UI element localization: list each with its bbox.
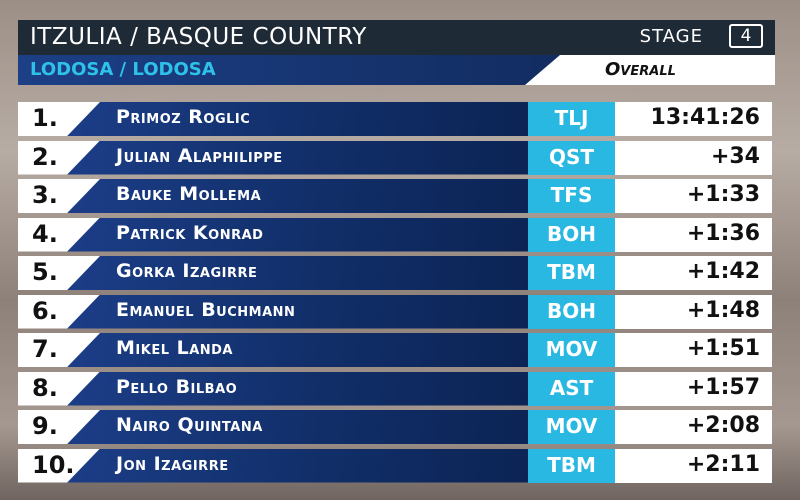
team-code: MOV xyxy=(528,333,615,367)
title: ITZULIA / BASQUE COUNTRY xyxy=(30,24,367,50)
time-gap: +34 xyxy=(615,140,772,175)
time-gap: 13:41:26 xyxy=(615,102,772,136)
team-code: MOV xyxy=(528,410,615,444)
classification: Overall xyxy=(605,59,676,80)
time-gap: +1:42 xyxy=(615,256,772,290)
team-code: AST xyxy=(528,371,615,406)
team-code: TBM xyxy=(528,448,615,483)
rider-name: Nairo Quintana xyxy=(50,410,528,444)
team-code: TFS xyxy=(528,179,615,213)
rider-name: Pello Bilbao xyxy=(50,371,528,406)
rider-name: Patrick Konrad xyxy=(50,217,528,252)
team-code: BOH xyxy=(528,217,615,252)
stage-label: STAGE xyxy=(639,26,703,47)
team-code: BOH xyxy=(528,294,615,329)
header-bar: ITZULIA / BASQUE COUNTRY STAGE 4 xyxy=(18,20,775,55)
classification-tab: Overall xyxy=(525,55,775,85)
rider-name: Bauke Mollema xyxy=(50,179,528,213)
rider-name: Primoz Roglic xyxy=(50,102,528,136)
rank: 9. xyxy=(18,410,100,444)
time-gap: +1:51 xyxy=(615,333,772,367)
team-code: TBM xyxy=(528,256,615,290)
time-gap: +2:11 xyxy=(615,448,772,483)
time-gap: +1:36 xyxy=(615,217,772,252)
time-gap: +1:33 xyxy=(615,179,772,213)
team-code: TLJ xyxy=(528,102,615,136)
time-gap: +1:48 xyxy=(615,294,772,329)
stage-number: 4 xyxy=(729,24,763,48)
rank: 1. xyxy=(18,102,100,136)
rider-name: Mikel Landa xyxy=(50,333,528,367)
subtitle: LODOSA / LODOSA xyxy=(30,59,216,80)
rider-name: Gorka Izagirre xyxy=(50,256,528,290)
rider-name: Emanuel Buchmann xyxy=(50,294,528,329)
rider-name: Julian Alaphilippe xyxy=(50,140,528,175)
subtitle-bar: LODOSA / LODOSA Overall xyxy=(18,55,775,85)
rider-name: Jon Izagirre xyxy=(50,448,528,483)
team-code: QST xyxy=(528,140,615,175)
rank: 6. xyxy=(18,294,100,329)
time-gap: +1:57 xyxy=(615,371,772,406)
time-gap: +2:08 xyxy=(615,410,772,444)
